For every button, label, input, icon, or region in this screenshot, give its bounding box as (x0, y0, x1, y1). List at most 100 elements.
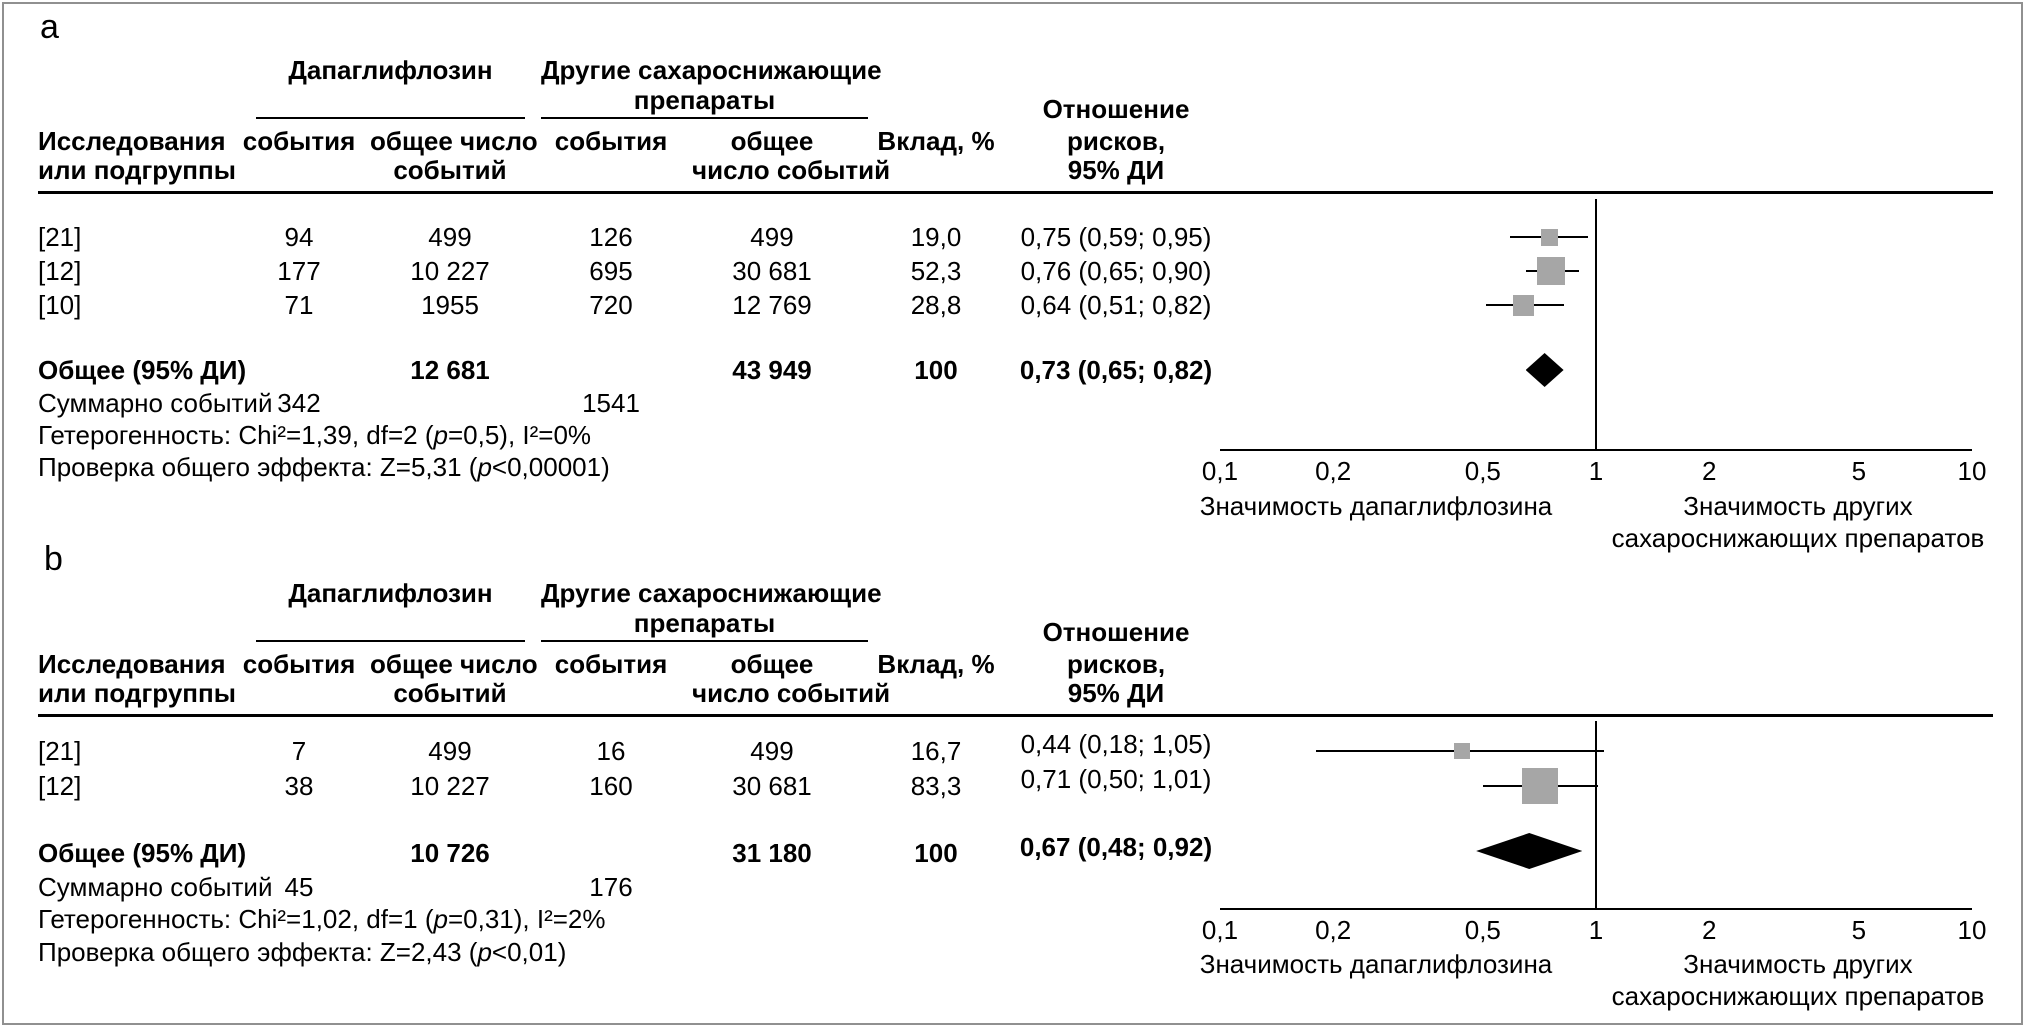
total-value: 499 (750, 222, 794, 252)
panel-label-b: b (44, 540, 63, 578)
axis-tick-label: 10 (1957, 915, 1987, 945)
weight-value: 100 (914, 355, 958, 385)
rr-ci-value: 0,76 (0,65; 0,90) (1020, 256, 1212, 286)
axis-caption-right-line2: сахароснижающих препаратов (1611, 523, 1985, 553)
group-header-dapagliflozin: Дапаглифлозин (288, 55, 493, 85)
unity-line (1595, 721, 1597, 910)
total-label: Общее (95% ДИ) (38, 838, 247, 868)
heterogeneity-text: Гетерогенность: Chi²=1,39, df=2 ( (38, 420, 434, 450)
events-value: 126 (589, 222, 633, 252)
weight-value: 16,7 (910, 736, 962, 766)
total-value: 10 227 (410, 256, 490, 286)
column-header-total-1-line2: событий (393, 155, 507, 185)
study-id: [21] (38, 736, 82, 766)
axis-tick-label: 0,1 (1201, 456, 1239, 486)
sum-events-value: 45 (284, 872, 314, 902)
events-value: 16 (596, 736, 626, 766)
events-value: 177 (277, 256, 321, 286)
group-header-other-line1: Другие сахароснижающие (541, 55, 882, 85)
heterogeneity-note: Гетерогенность: Chi²=1,02, df=1 (p=0,31)… (38, 905, 606, 934)
weight-value: 28,8 (910, 290, 962, 320)
sum-events-value: 342 (277, 388, 321, 418)
column-header-events-1: события (242, 649, 356, 679)
rr-ci-value: 0,44 (0,18; 1,05) (1020, 729, 1212, 759)
rr-ci-value: 0,64 (0,51; 0,82) (1020, 290, 1212, 320)
effect-test-text: <0,00001) (491, 452, 610, 482)
header-rule (38, 714, 1993, 717)
study-id: [21] (38, 222, 82, 252)
axis-tick-label: 0,5 (1464, 456, 1501, 486)
axis-tick-label: 1 (1588, 915, 1604, 945)
total-value: 499 (428, 736, 472, 766)
column-header-total-2-line1: общее (730, 649, 814, 679)
total-value: 12 769 (732, 290, 812, 320)
sum-events-label: Суммарно событий (38, 872, 273, 902)
group-header-other-line1: Другие сахароснижающие (541, 578, 882, 608)
heterogeneity-text: =0,31), I²=2% (447, 904, 606, 934)
axis-tick-label: 5 (1851, 915, 1867, 945)
study-id: [12] (38, 771, 82, 801)
axis-line (1220, 449, 1972, 451)
total-value: 10 726 (410, 838, 490, 868)
weight-value: 100 (914, 838, 958, 868)
effect-square (1512, 294, 1534, 316)
effect-square (1522, 768, 1559, 804)
events-value: 71 (284, 290, 314, 320)
events-value: 720 (589, 290, 633, 320)
sum-events-value: 1541 (582, 388, 640, 418)
column-header-rr-line2: рисков, (1066, 126, 1166, 156)
group-underline-other (541, 640, 868, 642)
column-header-total-2-line2: число событий (692, 155, 891, 185)
weight-value: 83,3 (910, 771, 962, 801)
column-header-study-line2: или подгруппы (38, 678, 236, 708)
effect-test-text: <0,01) (491, 937, 567, 967)
rr-ci-value: 0,73 (0,65; 0,82) (1019, 355, 1213, 385)
effect-test-text: Проверка общего эффекта: Z=5,31 ( (38, 452, 478, 482)
column-header-total-1-line1: общее число (370, 126, 538, 156)
group-header-other-line2: препараты (633, 608, 776, 638)
total-value: 30 681 (732, 256, 812, 286)
p-symbol: p (477, 937, 492, 967)
events-value: 160 (589, 771, 633, 801)
column-header-rr-line3: 95% ДИ (1067, 678, 1165, 708)
total-value: 43 949 (732, 355, 812, 385)
header-rule (38, 191, 1993, 194)
heterogeneity-text: =0,5), I²=0% (447, 420, 592, 450)
column-header-events-2: события (554, 649, 668, 679)
sum-events-value: 176 (589, 872, 633, 902)
axis-tick-label: 2 (1701, 915, 1717, 945)
axis-tick-label: 0,2 (1315, 915, 1352, 945)
sum-events-label: Суммарно событий (38, 388, 273, 418)
p-symbol: p (433, 420, 448, 450)
total-value: 10 227 (410, 771, 490, 801)
events-value: 695 (589, 256, 633, 286)
rr-ci-value: 0,75 (0,59; 0,95) (1020, 222, 1212, 252)
axis-tick-label: 0,2 (1315, 456, 1352, 486)
axis-caption-right-line2: сахароснижающих препаратов (1611, 981, 1985, 1011)
axis-caption-right-line1: Значимость других (1683, 491, 1913, 521)
column-header-total-1-line1: общее число (370, 649, 538, 679)
total-value: 31 180 (732, 838, 812, 868)
total-value: 12 681 (410, 355, 490, 385)
column-header-study-line1: Исследования (38, 649, 226, 679)
unity-line (1595, 199, 1597, 451)
column-header-study-line2: или подгруппы (38, 155, 236, 185)
heterogeneity-note: Гетерогенность: Chi²=1,39, df=2 (p=0,5),… (38, 421, 591, 450)
heterogeneity-text: Гетерогенность: Chi²=1,02, df=1 ( (38, 904, 434, 934)
effect-test-note: Проверка общего эффекта: Z=2,43 (p<0,01) (38, 938, 566, 967)
effect-test-note: Проверка общего эффекта: Z=5,31 (p<0,000… (38, 453, 610, 482)
column-header-weight: Вклад, % (877, 649, 995, 679)
events-value: 94 (284, 222, 314, 252)
column-header-rr-line2: рисков, (1066, 649, 1166, 679)
total-value: 499 (750, 736, 794, 766)
column-header-study-line1: Исследования (38, 126, 226, 156)
axis-line (1220, 908, 1972, 910)
axis-tick-label: 0,5 (1464, 915, 1501, 945)
axis-tick-label: 5 (1851, 456, 1867, 486)
column-header-rr-line1: Отношение (1042, 617, 1190, 647)
p-symbol: p (433, 904, 448, 934)
axis-tick-label: 1 (1588, 456, 1604, 486)
weight-value: 19,0 (910, 222, 962, 252)
study-id: [10] (38, 290, 82, 320)
